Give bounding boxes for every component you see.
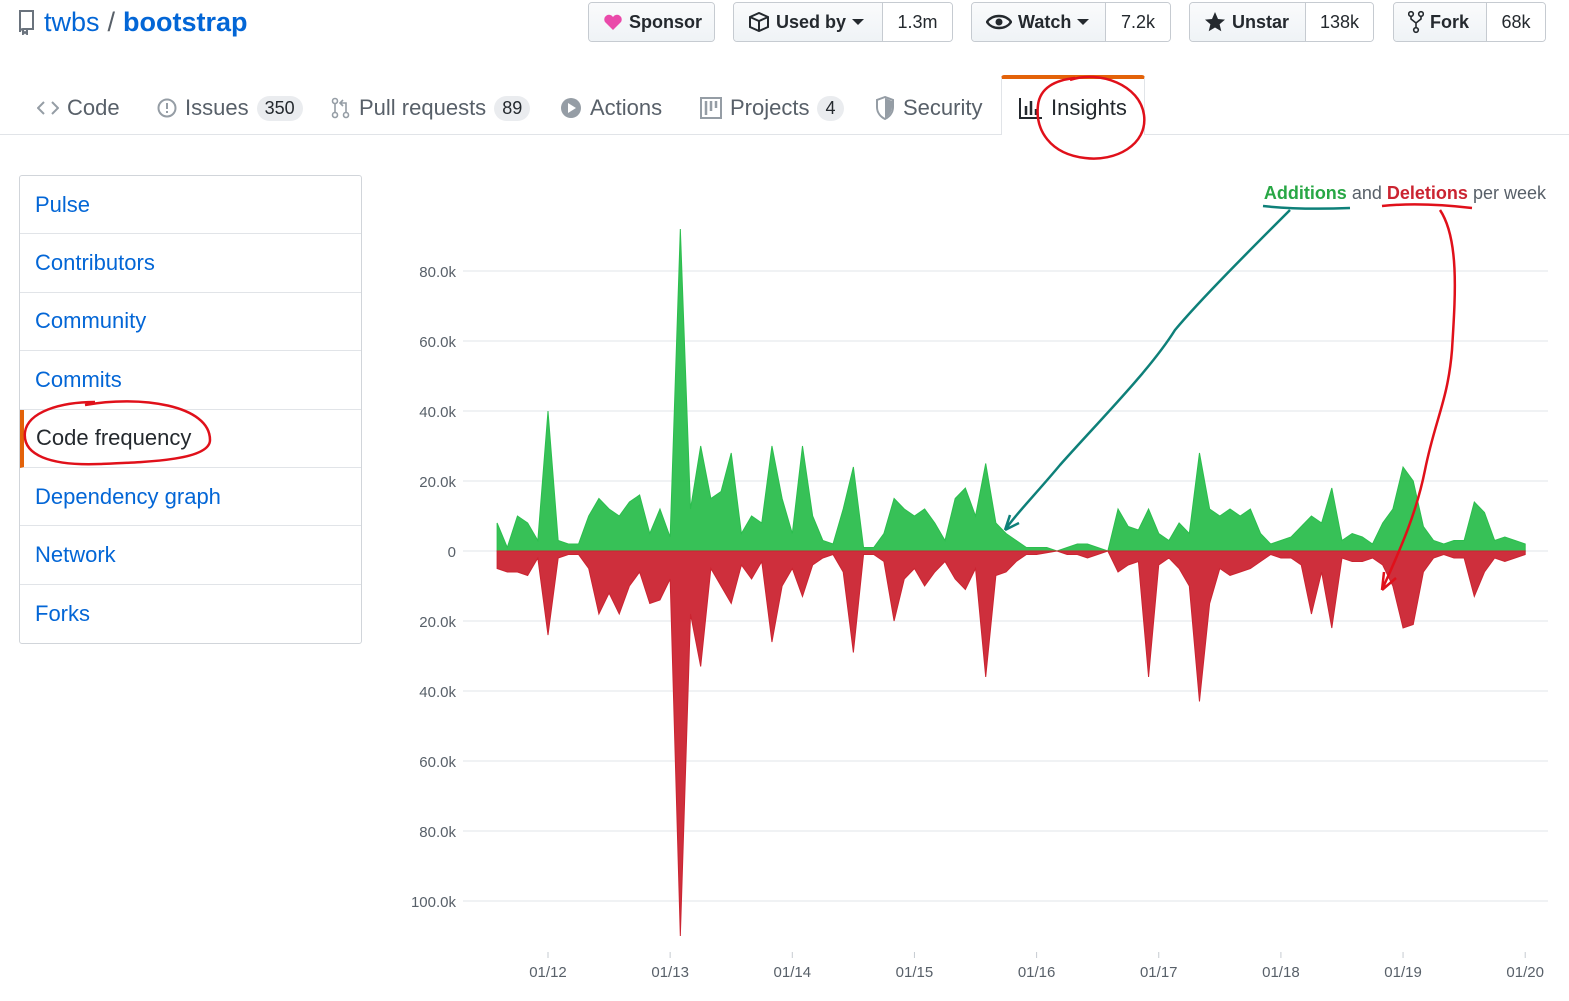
tab-label: Projects: [730, 95, 810, 120]
tab-label: Actions: [590, 95, 663, 120]
sidebar-item[interactable]: Dependency graph: [20, 468, 361, 527]
tab-count: 4: [817, 95, 844, 121]
repo-title: twbs / bootstrap: [18, 4, 248, 40]
repo-icon: [19, 10, 34, 35]
x-tick-label: 01/17: [1140, 964, 1178, 981]
sidebar-item[interactable]: Network: [20, 526, 361, 585]
x-tick-label: 01/14: [774, 964, 812, 981]
button-count[interactable]: 68k: [1486, 3, 1545, 41]
x-tick-label: 01/13: [651, 964, 689, 981]
sponsor-button[interactable]: Sponsor: [588, 2, 715, 42]
used-by-button[interactable]: Used by 1.3m: [733, 2, 953, 42]
fork-button[interactable]: Fork 68k: [1393, 2, 1546, 42]
star-icon: [1205, 12, 1225, 32]
issue-icon: [157, 98, 177, 118]
eye-icon: [986, 14, 1012, 30]
legend-joiner: and: [1352, 183, 1382, 203]
y-tick-label: 20.0k: [419, 474, 456, 491]
package-icon: [749, 12, 769, 32]
tab-rule: [0, 134, 1569, 135]
projects-icon: [700, 97, 722, 119]
tab[interactable]: Code: [37, 88, 120, 128]
y-tick-label: 0: [448, 544, 456, 561]
sidebar-item[interactable]: Contributors: [20, 234, 361, 293]
tab[interactable]: Actions: [560, 88, 662, 128]
legend-additions: Additions: [1264, 183, 1347, 203]
sidebar-item[interactable]: Forks: [35, 600, 90, 626]
tab[interactable]: Security: [875, 88, 982, 128]
x-tick-label: 01/19: [1384, 964, 1422, 981]
shield-icon: [876, 96, 894, 120]
watch-button[interactable]: Watch 7.2k: [971, 2, 1171, 42]
y-tick-label: 40.0k: [419, 684, 456, 701]
graph-icon: [1019, 98, 1042, 119]
button-label: Unstar: [1232, 11, 1290, 32]
sidebar-item[interactable]: Community: [20, 293, 361, 352]
tab[interactable]: Issues 350: [157, 88, 303, 128]
y-tick-label: 20.0k: [419, 614, 456, 631]
pr-icon: [331, 97, 350, 119]
x-tick-label: 01/15: [896, 964, 934, 981]
tab-label: Security: [903, 95, 983, 120]
caret: [852, 19, 865, 25]
fork-icon: [1408, 10, 1424, 34]
x-tick-label: 01/18: [1262, 964, 1300, 981]
area: [496, 550, 1526, 937]
tab-count: 350: [256, 95, 303, 121]
separator: /: [107, 6, 116, 37]
repo-link[interactable]: bootstrap: [123, 6, 248, 37]
heart-icon: [604, 14, 622, 30]
legend: Additions and Deletions per week: [1264, 183, 1547, 203]
area: [496, 228, 1526, 552]
tab-label: Pull requests: [359, 95, 487, 120]
tab[interactable]: Pull requests 89: [331, 88, 531, 128]
button-label: Fork: [1430, 11, 1470, 32]
code-icon: [37, 101, 59, 115]
button-count[interactable]: 138k: [1305, 3, 1373, 41]
actions-icon: [561, 98, 581, 118]
button-count[interactable]: 1.3m: [882, 3, 952, 41]
button-count[interactable]: 7.2k: [1105, 3, 1170, 41]
x-tick-label: 01/16: [1018, 964, 1056, 981]
tab-label: Code: [67, 95, 120, 120]
unstar-button[interactable]: Unstar 138k: [1189, 2, 1374, 42]
sidebar-item[interactable]: Pulse: [20, 176, 361, 235]
button-label: Used by: [776, 11, 847, 32]
button-label: Watch: [1018, 11, 1072, 32]
tab-count: 89: [494, 95, 531, 121]
y-tick-label: 80.0k: [419, 824, 456, 841]
y-tick-label: 60.0k: [419, 754, 456, 771]
y-tick-label: 80.0k: [419, 264, 456, 281]
x-tick-label: 01/20: [1506, 964, 1544, 981]
y-tick-label: 40.0k: [419, 404, 456, 421]
button-label: Sponsor: [629, 11, 703, 32]
y-tick-label: 100.0k: [411, 894, 457, 911]
legend-deletions: Deletions: [1387, 183, 1468, 203]
y-tick-label: 60.0k: [419, 334, 456, 351]
legend-suffix: per week: [1473, 183, 1547, 203]
tab[interactable]: Projects 4: [700, 88, 844, 128]
owner-link[interactable]: twbs: [44, 6, 100, 37]
x-tick-label: 01/12: [529, 964, 567, 981]
caret: [1077, 19, 1090, 25]
tab-label: Issues: [185, 95, 249, 120]
